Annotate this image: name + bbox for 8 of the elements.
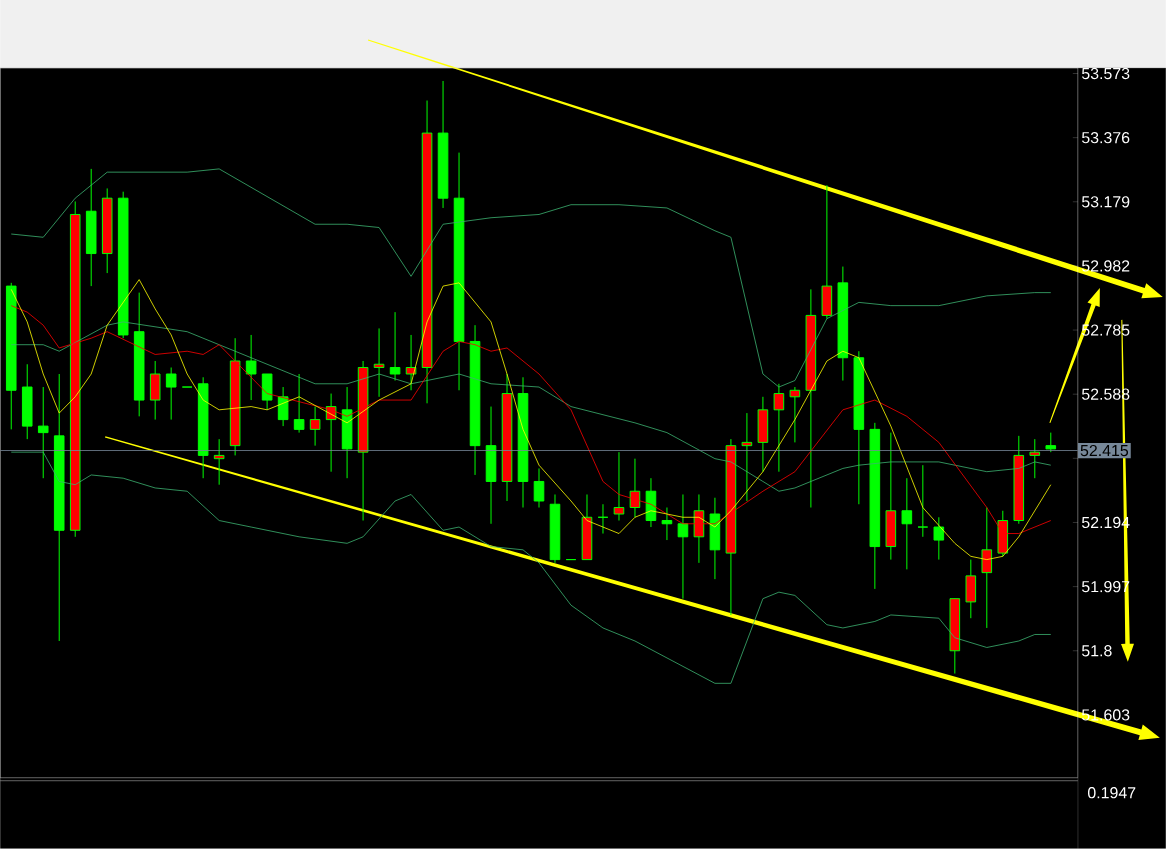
y-tick-label: 52.982 <box>1081 260 1130 272</box>
text: 0.1947 <box>1087 787 1136 799</box>
y-tick-label: 51.603 <box>1081 709 1130 721</box>
y-tick-label: 53.376 <box>1081 132 1130 144</box>
y-tick-label: 51.8 <box>1081 645 1112 657</box>
y-tick-label: 53.179 <box>1081 196 1130 208</box>
ref-line-label: 52.415 <box>1080 444 1129 457</box>
y-tick-label: 53.573 <box>1081 67 1130 80</box>
